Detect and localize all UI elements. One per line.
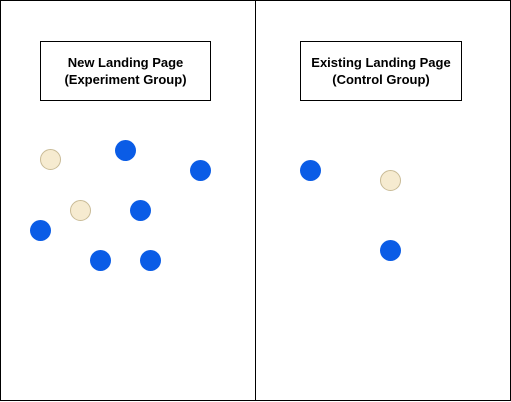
experiment-title-line2: (Experiment Group) [64, 72, 187, 87]
control-user-dot [380, 240, 401, 261]
panel-divider [255, 0, 256, 401]
control-group-label: Existing Landing Page (Control Group) [300, 41, 462, 101]
experiment-title-line1: New Landing Page [67, 55, 184, 70]
control-title-line1: Existing Landing Page [311, 55, 451, 70]
experiment-user-dot [70, 200, 91, 221]
experiment-user-dot [130, 200, 151, 221]
experiment-user-dot [40, 149, 61, 170]
experiment-user-dot [190, 160, 211, 181]
experiment-group-label: New Landing Page (Experiment Group) [40, 41, 211, 101]
control-title-line2: (Control Group) [332, 72, 430, 87]
experiment-user-dot [140, 250, 161, 271]
control-user-dot [300, 160, 321, 181]
experiment-user-dot [115, 140, 136, 161]
control-user-dot [380, 170, 401, 191]
experiment-user-dot [30, 220, 51, 241]
experiment-user-dot [90, 250, 111, 271]
